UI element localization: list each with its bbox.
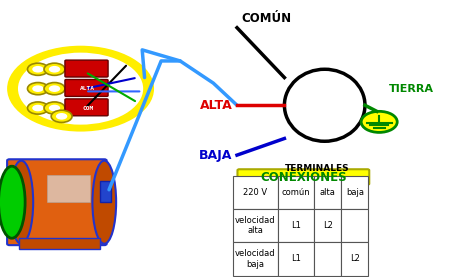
Bar	[314, 209, 341, 242]
Text: CONEXIONES: CONEXIONES	[260, 171, 346, 183]
Circle shape	[27, 102, 48, 114]
Circle shape	[44, 63, 65, 75]
Bar	[278, 209, 314, 242]
Bar	[314, 176, 341, 209]
FancyBboxPatch shape	[65, 99, 108, 116]
Circle shape	[17, 51, 145, 126]
FancyBboxPatch shape	[65, 60, 108, 77]
Text: alta: alta	[320, 188, 336, 197]
Bar	[233, 242, 278, 276]
Bar	[341, 176, 368, 209]
Circle shape	[49, 66, 60, 73]
Circle shape	[51, 110, 72, 122]
Text: COMÚN: COMÚN	[242, 12, 292, 25]
Text: BAJA: BAJA	[199, 149, 232, 161]
Bar	[233, 176, 278, 209]
Text: velocidad
alta: velocidad alta	[235, 216, 276, 235]
Circle shape	[44, 83, 65, 95]
Bar	[341, 209, 368, 242]
Text: L2: L2	[323, 221, 333, 230]
FancyBboxPatch shape	[7, 159, 107, 245]
Circle shape	[27, 63, 48, 75]
Circle shape	[7, 46, 154, 132]
Text: baja: baja	[346, 188, 364, 197]
Bar	[19, 238, 100, 249]
Text: TIERRA: TIERRA	[389, 84, 434, 94]
Text: L1: L1	[291, 255, 301, 263]
Text: 220 V: 220 V	[244, 188, 267, 197]
Bar	[47, 175, 90, 202]
Bar	[100, 181, 111, 202]
FancyBboxPatch shape	[237, 169, 369, 185]
Bar	[233, 209, 278, 242]
Ellipse shape	[92, 161, 116, 244]
Circle shape	[49, 85, 60, 92]
Text: ALTA: ALTA	[80, 86, 95, 91]
Circle shape	[361, 111, 397, 132]
Circle shape	[32, 66, 44, 73]
Bar	[341, 242, 368, 276]
Circle shape	[32, 105, 44, 111]
Circle shape	[49, 105, 60, 111]
Text: común: común	[282, 188, 310, 197]
Text: TERMINALES: TERMINALES	[285, 165, 349, 173]
Bar	[278, 242, 314, 276]
Ellipse shape	[9, 161, 33, 244]
Text: velocidad
baja: velocidad baja	[235, 249, 276, 269]
Text: ALTA: ALTA	[200, 99, 232, 112]
Ellipse shape	[284, 69, 365, 141]
Circle shape	[56, 113, 67, 120]
Text: COM: COM	[82, 106, 93, 111]
Text: L1: L1	[291, 221, 301, 230]
Circle shape	[44, 102, 65, 114]
FancyBboxPatch shape	[65, 79, 108, 96]
Circle shape	[27, 83, 48, 95]
Ellipse shape	[0, 166, 25, 238]
Bar	[314, 242, 341, 276]
Bar	[278, 176, 314, 209]
Circle shape	[32, 85, 44, 92]
Text: L2: L2	[350, 255, 360, 263]
